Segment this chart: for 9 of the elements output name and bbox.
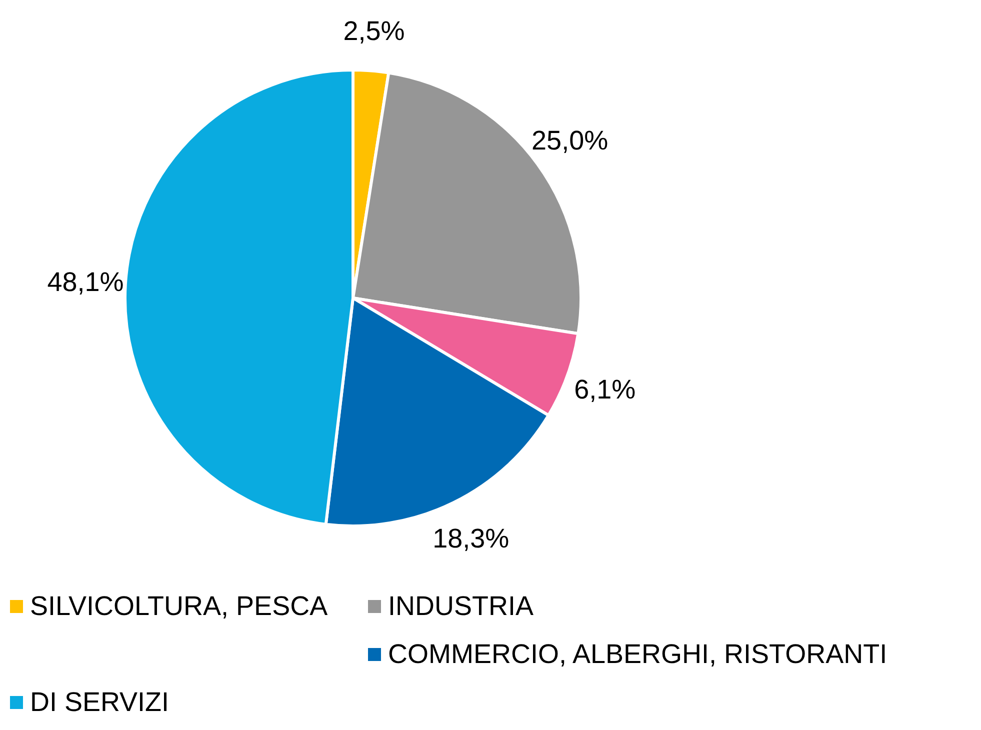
- legend-label: SILVICOLTURA, PESCA: [30, 591, 328, 621]
- data-label: 18,3%: [432, 524, 510, 554]
- data-label: 6,1%: [574, 374, 636, 405]
- data-label: 25,0%: [532, 125, 608, 156]
- data-label: 2,5%: [343, 16, 405, 46]
- legend-label: DI SERVIZI: [30, 687, 170, 717]
- legend-label: COMMERCIO, ALBERGHI, RISTORANTI: [388, 639, 888, 669]
- legend-label: INDUSTRIA: [388, 591, 534, 621]
- data-label: 48,1%: [47, 267, 124, 298]
